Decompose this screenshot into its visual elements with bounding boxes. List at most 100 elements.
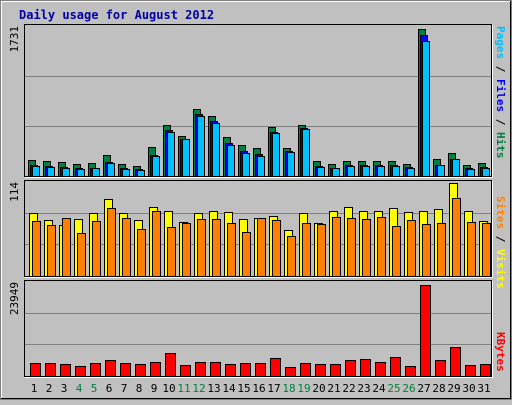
sites-bar-12 <box>197 219 206 277</box>
pages-bar-14 <box>227 145 235 177</box>
x-tick-label-11: 11 <box>177 382 190 395</box>
kbytes-bar-17 <box>270 358 281 377</box>
kbytes-bar-28 <box>435 360 446 377</box>
pages-bar-21 <box>332 168 340 177</box>
sites-bar-19 <box>302 223 311 277</box>
x-tick-label-29: 29 <box>447 382 460 395</box>
hits-max-label: 1731 <box>8 26 21 53</box>
kbytes-bar-26 <box>405 366 416 377</box>
kbytes-bar-11 <box>180 365 191 377</box>
sites-bar-5 <box>92 221 101 277</box>
pages-bar-15 <box>242 153 250 177</box>
legend-visits: Visits <box>494 249 507 289</box>
x-tick-label-8: 8 <box>136 382 143 395</box>
kbytes-panel <box>24 280 492 377</box>
sites-bar-1 <box>32 221 41 277</box>
pages-bar-3 <box>62 168 70 177</box>
pages-bar-31 <box>482 168 490 177</box>
x-tick-label-17: 17 <box>267 382 280 395</box>
x-tick-label-30: 30 <box>462 382 475 395</box>
x-tick-label-21: 21 <box>327 382 340 395</box>
x-tick-label-24: 24 <box>372 382 386 395</box>
pages-bar-10 <box>167 132 175 177</box>
legend-sites: Sites <box>494 196 507 229</box>
pages-bar-20 <box>317 167 325 177</box>
pages-bar-24 <box>377 166 385 177</box>
kbytes-bar-18 <box>285 367 296 377</box>
legend-sep-2: / <box>494 112 507 132</box>
x-tick-label-10: 10 <box>162 382 175 395</box>
sites-bar-29 <box>452 198 461 277</box>
sites-bar-30 <box>467 222 476 277</box>
kbytes-bar-15 <box>240 363 251 377</box>
x-tick-label-27: 27 <box>417 382 430 395</box>
x-tick-label-28: 28 <box>432 382 445 395</box>
sites-bar-27 <box>422 224 431 277</box>
pages-bar-1 <box>32 166 40 177</box>
pages-bar-11 <box>182 139 190 177</box>
x-tick-label-25: 25 <box>387 382 400 395</box>
sites-bar-3 <box>62 218 71 277</box>
sites-bar-24 <box>377 217 386 277</box>
pages-bar-19 <box>302 129 310 177</box>
legend-hits: Hits <box>494 132 507 159</box>
kbytes-bar-6 <box>105 360 116 377</box>
kbytes-bar-30 <box>465 365 476 377</box>
x-tick-label-31: 31 <box>477 382 490 395</box>
sites-bar-13 <box>212 219 221 277</box>
x-tick-label-9: 9 <box>151 382 158 395</box>
pages-bar-28 <box>437 165 445 177</box>
pages-bar-17 <box>272 133 280 177</box>
pages-bar-30 <box>467 169 475 177</box>
x-tick-label-15: 15 <box>237 382 250 395</box>
sites-bar-22 <box>347 218 356 277</box>
sites-bar-7 <box>122 218 131 277</box>
sites-bar-4 <box>77 233 86 277</box>
kbytes-bar-29 <box>450 347 461 377</box>
legend-pages-files-hits: Pages / Files / Hits <box>494 26 507 159</box>
pages-bar-9 <box>152 156 160 177</box>
kbytes-bar-13 <box>210 362 221 377</box>
kbytes-bar-27 <box>420 285 431 377</box>
kbytes-bar-9 <box>150 362 161 377</box>
sites-bar-18 <box>287 236 296 277</box>
pages-bar-7 <box>122 169 130 177</box>
legend-files: Files <box>494 79 507 112</box>
kbytes-bar-14 <box>225 364 236 377</box>
kbytes-bar-3 <box>60 364 71 377</box>
kbytes-bar-8 <box>135 364 146 377</box>
kbytes-bar-31 <box>480 364 491 377</box>
x-tick-label-19: 19 <box>297 382 310 395</box>
x-tick-label-18: 18 <box>282 382 295 395</box>
kbytes-bar-21 <box>330 364 341 377</box>
kbytes-bar-24 <box>375 362 386 377</box>
sites-bar-28 <box>437 223 446 277</box>
pages-bar-22 <box>347 166 355 177</box>
kbytes-bar-10 <box>165 353 176 377</box>
x-tick-label-26: 26 <box>402 382 415 395</box>
sites-bar-10 <box>167 227 176 277</box>
sites-bar-17 <box>272 220 281 277</box>
sites-bar-31 <box>482 223 491 277</box>
kbytes-bar-4 <box>75 366 86 377</box>
bars <box>28 29 491 377</box>
x-tick-label-6: 6 <box>106 382 113 395</box>
x-tick-label-22: 22 <box>342 382 355 395</box>
pages-bar-4 <box>77 169 85 177</box>
sites-bar-9 <box>152 211 161 277</box>
sites-bar-16 <box>257 218 266 277</box>
kbytes-bar-16 <box>255 363 266 377</box>
x-tick-label-14: 14 <box>222 382 236 395</box>
kbytes-bar-19 <box>300 363 311 377</box>
kbytes-bar-7 <box>120 363 131 377</box>
pages-bar-16 <box>257 156 265 177</box>
x-tick-label-2: 2 <box>46 382 53 395</box>
pages-bar-23 <box>362 166 370 177</box>
pages-bar-29 <box>452 159 460 177</box>
x-tick-labels: 1 2 3 4 5 6 7 8 9 10 11 12 13 14 15 16 17 18 19 20 21 22 23 24 2… <box>31 382 491 395</box>
pages-bar-12 <box>197 116 205 177</box>
x-tick-label-3: 3 <box>61 382 68 395</box>
sites-bar-14 <box>227 223 236 277</box>
